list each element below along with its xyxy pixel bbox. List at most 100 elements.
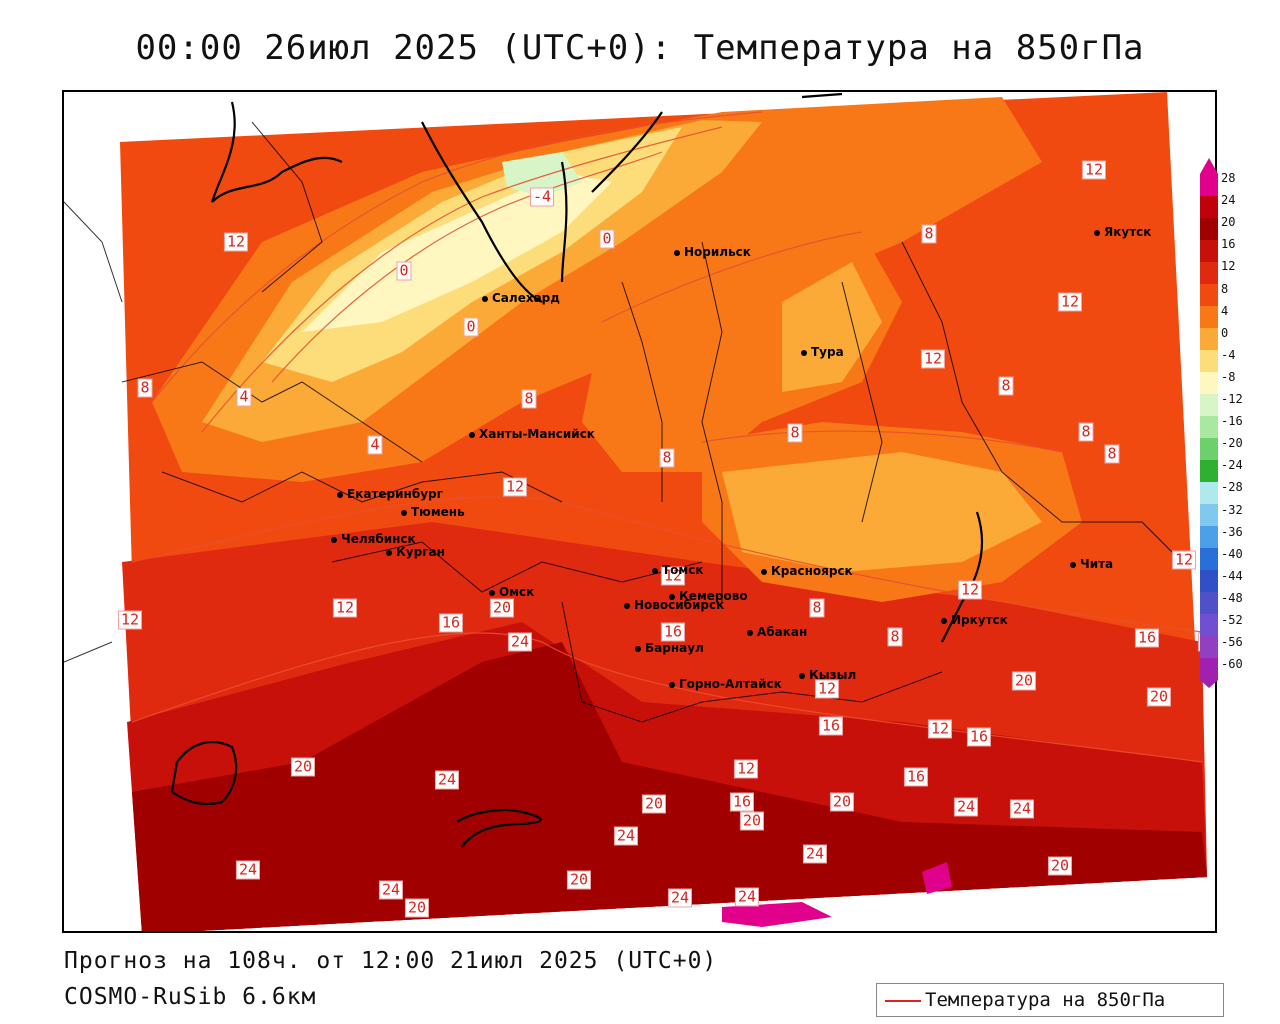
city-label: Курган	[386, 545, 445, 559]
city-name: Красноярск	[771, 564, 853, 578]
city-marker	[941, 617, 947, 624]
colorbar-swatch	[1200, 592, 1218, 615]
contour-value-label: 12	[1081, 160, 1107, 180]
colorbar-swatch	[1200, 482, 1218, 505]
temperature-colorbar	[1200, 158, 1218, 688]
contour-value-label: 8	[809, 598, 825, 618]
contour-value-label: 24	[667, 888, 693, 908]
city-name: Ханты-Мансийск	[479, 427, 595, 441]
colorbar-swatch	[1200, 438, 1218, 461]
city-label: Горно-Алтайск	[669, 677, 782, 691]
contour-value-label: 8	[921, 224, 937, 244]
city-marker	[482, 295, 488, 302]
city-marker	[337, 491, 343, 498]
city-name: Курган	[396, 545, 445, 559]
contour-value-label: 12	[502, 477, 528, 497]
contour-value-label: 24	[1009, 799, 1035, 819]
legend-label: Температура на 850гПа	[925, 989, 1166, 1011]
contour-value-label: 4	[367, 435, 383, 455]
colorbar-tick-label: -20	[1221, 436, 1243, 451]
city-name: Якутск	[1104, 225, 1152, 239]
city-label: Чита	[1070, 557, 1113, 571]
contour-value-label: 12	[1171, 550, 1197, 570]
city-marker	[669, 681, 675, 688]
colorbar-tick-label: -8	[1221, 369, 1236, 384]
colorbar-swatch	[1200, 460, 1218, 483]
city-label: Салехард	[482, 291, 560, 305]
contour-value-label: 12	[733, 759, 759, 779]
city-name: Барнаул	[645, 641, 704, 655]
colorbar-tick-label: -12	[1221, 392, 1243, 406]
colorbar-tick-label: -52	[1221, 613, 1243, 627]
city-label: Кызыл	[799, 668, 856, 682]
colorbar-tick-label: -36	[1221, 524, 1243, 539]
city-label: Тюмень	[401, 505, 465, 519]
contour-value-label: 8	[787, 423, 803, 443]
city-name: Норильск	[684, 245, 751, 259]
colorbar-tick-label: -48	[1221, 590, 1243, 605]
colorbar-swatch	[1200, 416, 1218, 439]
contour-value-label: 24	[802, 844, 828, 864]
city-label: Абакан	[747, 625, 807, 639]
city-name: Иркутск	[951, 613, 1008, 627]
contour-value-label: 12	[223, 232, 249, 252]
contour-value-label: 20	[290, 757, 316, 777]
temperature-field	[64, 92, 1207, 931]
colorbar-tick-label: 12	[1221, 259, 1236, 274]
colorbar-tick-label: -28	[1221, 480, 1243, 495]
colorbar-swatch	[1200, 174, 1218, 197]
city-marker	[1094, 229, 1100, 236]
city-marker	[761, 568, 767, 575]
city-marker	[489, 589, 495, 596]
city-marker	[747, 629, 753, 636]
contour-value-label: 12	[1057, 292, 1083, 312]
temperature-map: 12 -4 0 0 0 12 8 12 12 8 4 8 8 8 8 4 8 12 8 12 12 12 12 16 20 24 1…	[62, 90, 1217, 933]
city-name: Омск	[499, 585, 535, 599]
contour-value-label: 8	[659, 448, 675, 468]
contour-value-label: 20	[641, 794, 667, 814]
contour-value-label: 12	[957, 580, 983, 600]
city-label: Красноярск	[761, 564, 853, 578]
contour-value-label: 24	[507, 632, 533, 652]
colorbar-swatch	[1200, 636, 1218, 659]
city-name: Салехард	[492, 291, 560, 305]
colorbar-scale	[1200, 158, 1218, 688]
colorbar-tick-label: -56	[1221, 635, 1243, 650]
city-name: Чита	[1080, 557, 1114, 571]
city-name: Кызыл	[809, 668, 857, 682]
colorbar-swatch	[1200, 328, 1218, 351]
colorbar-swatch	[1200, 526, 1218, 549]
colorbar-tick-label: -40	[1221, 546, 1243, 561]
colorbar-tick-label: 8	[1221, 281, 1229, 296]
colorbar-bottom-arrow	[1200, 680, 1218, 688]
city-marker	[635, 645, 641, 652]
contour-value-label: 20	[566, 870, 592, 890]
city-label: Барнаул	[635, 641, 704, 655]
city-label: Якутск	[1094, 225, 1151, 239]
city-marker	[624, 602, 630, 609]
city-name: Горно-Алтайск	[679, 677, 782, 691]
city-marker	[331, 536, 337, 543]
contour-value-label: 12	[332, 598, 358, 618]
contour-value-label: 8	[1078, 422, 1094, 442]
contour-value-label: 4	[236, 387, 252, 407]
colorbar-swatch	[1200, 350, 1218, 373]
city-name: Челябинск	[341, 532, 416, 546]
contour-value-label: 16	[818, 716, 844, 736]
contour-value-label: 8	[521, 389, 537, 409]
city-marker	[799, 672, 805, 679]
city-label: Новосибирск	[624, 598, 724, 612]
colorbar-swatch	[1200, 548, 1218, 571]
city-marker	[1070, 561, 1076, 568]
contour-value-label: -4	[529, 187, 555, 207]
city-label: Томск	[652, 563, 704, 577]
city-marker	[674, 249, 680, 256]
colorbar-swatch	[1200, 570, 1218, 593]
contour-value-label: 12	[117, 610, 143, 630]
contour-value-label: 16	[660, 622, 686, 642]
contour-value-label: 24	[613, 826, 639, 846]
city-marker	[652, 567, 658, 574]
map-title: 00:00 26июл 2025 (UTC+0): Температура на…	[135, 28, 1145, 68]
contour-value-label: 20	[489, 598, 515, 618]
colorbar-top-arrow	[1200, 158, 1218, 174]
